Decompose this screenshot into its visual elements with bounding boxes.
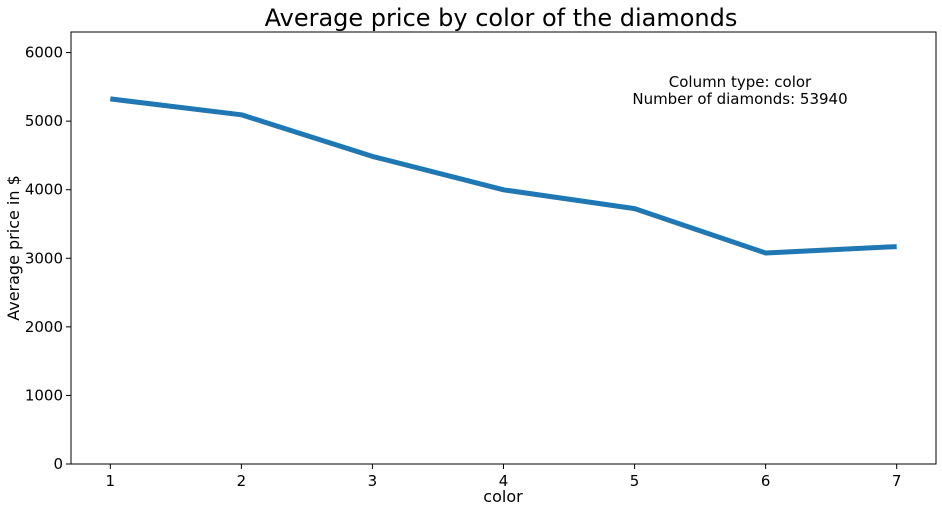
x-axis-label: color bbox=[483, 487, 523, 506]
y-axis: 0 1000 2000 3000 4000 5000 6000 bbox=[25, 44, 71, 473]
y-tick-label: 3000 bbox=[25, 249, 63, 267]
x-tick-label: 4 bbox=[499, 472, 509, 490]
y-tick-label: 6000 bbox=[25, 44, 63, 62]
x-axis: 1 2 3 4 5 6 7 bbox=[106, 464, 902, 490]
x-tick-label: 1 bbox=[106, 472, 116, 490]
x-tick-label: 6 bbox=[761, 472, 771, 490]
annotation-diamond-count: Number of diamonds: 53940 bbox=[632, 90, 847, 108]
y-tick-label: 0 bbox=[53, 455, 63, 473]
x-tick-label: 7 bbox=[892, 472, 902, 490]
y-tick-label: 5000 bbox=[25, 112, 63, 130]
y-tick-label: 2000 bbox=[25, 318, 63, 336]
annotation-column-type: Column type: color bbox=[669, 73, 812, 91]
y-tick-label: 4000 bbox=[25, 181, 63, 199]
x-tick-label: 3 bbox=[368, 472, 378, 490]
x-tick-label: 2 bbox=[237, 472, 247, 490]
chart-title: Average price by color of the diamonds bbox=[265, 4, 738, 32]
y-tick-label: 1000 bbox=[25, 386, 63, 404]
y-axis-label: Average price in $ bbox=[4, 175, 23, 321]
series-line bbox=[109, 96, 897, 256]
x-tick-label: 5 bbox=[630, 472, 640, 490]
